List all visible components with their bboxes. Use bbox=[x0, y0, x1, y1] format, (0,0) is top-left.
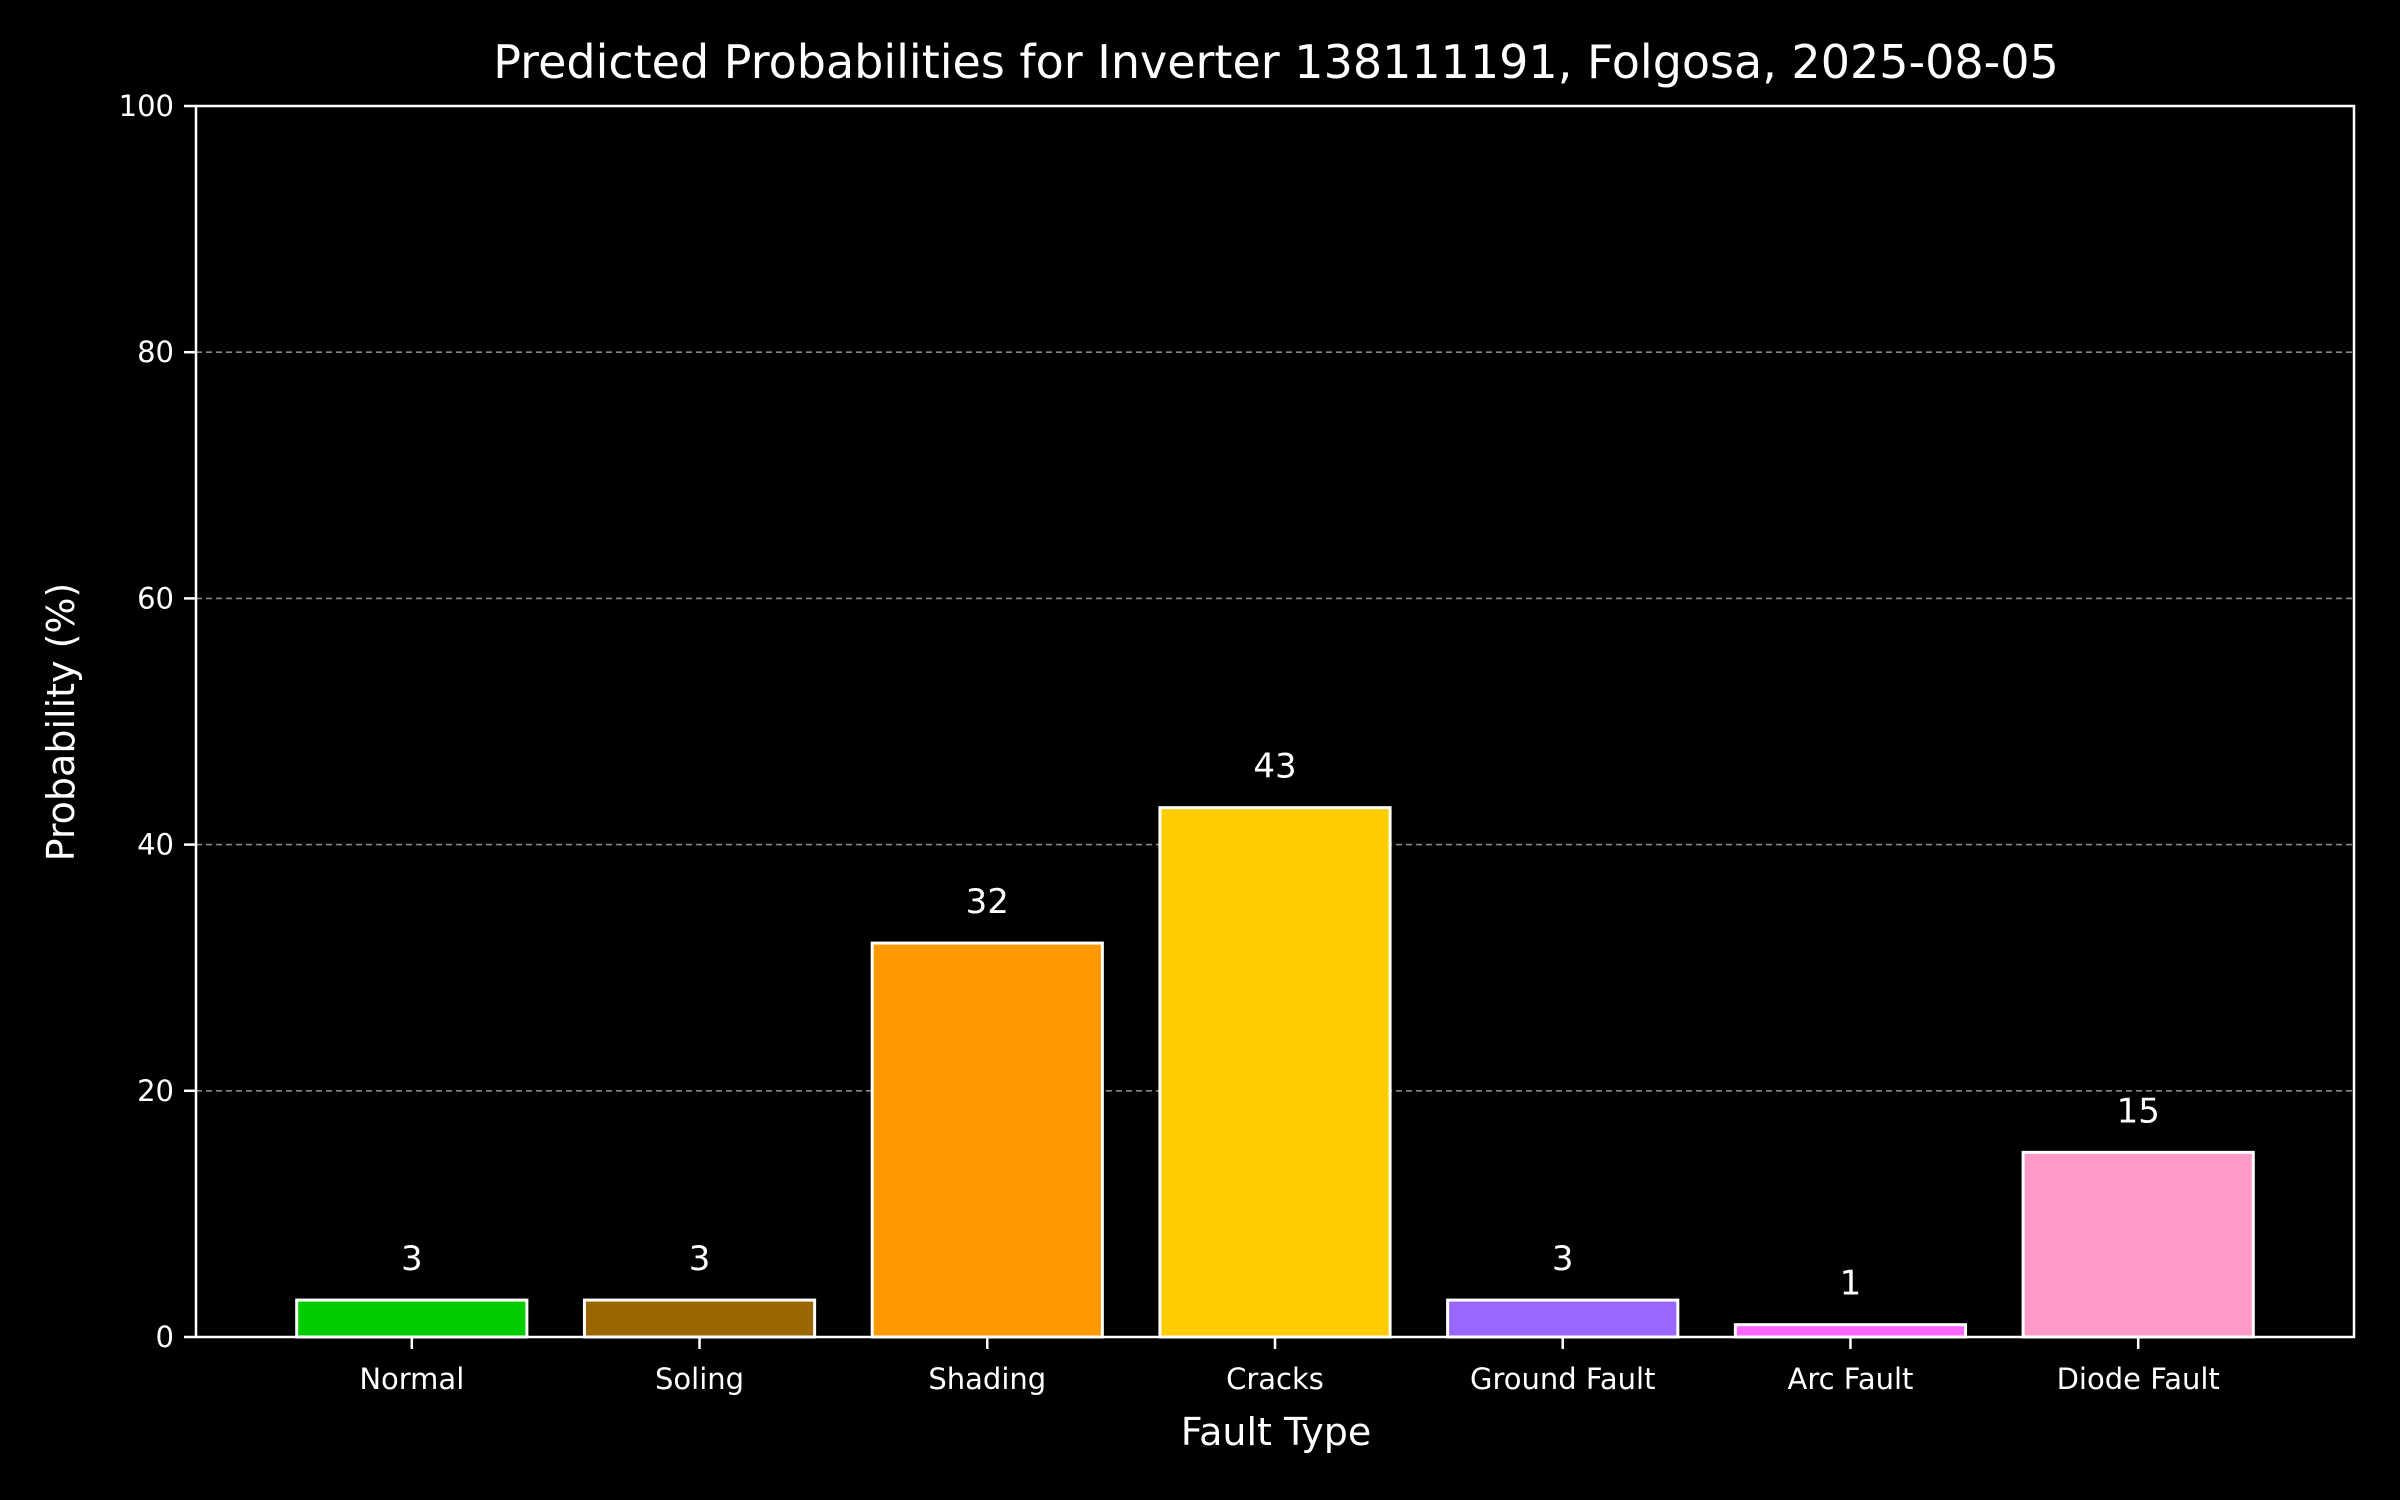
data-label-cracks: 43 bbox=[1253, 747, 1296, 787]
y-tick-label-100: 100 bbox=[119, 89, 174, 123]
x-tick-label-shading: Shading bbox=[928, 1362, 1046, 1396]
x-tick-label-normal: Normal bbox=[359, 1362, 464, 1396]
x-axis-title: Fault Type bbox=[1181, 1410, 1372, 1454]
x-axis-ticks: Normal Soling Shading Cracks Ground Fault Arc… bbox=[359, 1337, 2220, 1396]
y-tick-label-40: 40 bbox=[137, 828, 174, 862]
bar-diode-fault bbox=[2021, 1150, 2255, 1339]
y-tick-label-20: 20 bbox=[137, 1074, 174, 1108]
chart-title: Predicted Probabilities for Inverter 138… bbox=[493, 35, 2059, 89]
data-label-normal: 3 bbox=[401, 1239, 423, 1279]
bar-normal bbox=[295, 1298, 529, 1339]
bars bbox=[295, 806, 2255, 1339]
data-label-diode-fault: 15 bbox=[2117, 1091, 2160, 1131]
bar-arc-fault bbox=[1733, 1323, 1968, 1339]
y-tick-label-60: 60 bbox=[137, 581, 174, 615]
x-tick-label-diode-fault: Diode Fault bbox=[2057, 1362, 2220, 1396]
bar-ground-fault bbox=[1446, 1298, 1680, 1339]
data-labels: 3 3 32 43 3 1 15 bbox=[401, 747, 2160, 1304]
data-label-shading: 32 bbox=[966, 882, 1009, 922]
x-tick-label-cracks: Cracks bbox=[1226, 1362, 1324, 1396]
x-tick-label-ground-fault: Ground Fault bbox=[1470, 1362, 1655, 1396]
y-axis-title: Probability (%) bbox=[39, 583, 83, 862]
x-tick-label-soling: Soling bbox=[655, 1362, 744, 1396]
bar-shading bbox=[870, 941, 1104, 1339]
y-axis-ticks: 0 20 40 60 80 100 bbox=[119, 89, 196, 1354]
bar-soling bbox=[582, 1298, 817, 1339]
y-tick-label-80: 80 bbox=[137, 335, 174, 369]
data-label-ground-fault: 3 bbox=[1552, 1239, 1574, 1279]
x-tick-label-arc-fault: Arc Fault bbox=[1788, 1362, 1914, 1396]
bar-cracks bbox=[1158, 806, 1392, 1339]
y-tick-label-0: 0 bbox=[156, 1320, 174, 1354]
data-label-soling: 3 bbox=[689, 1239, 711, 1279]
data-label-arc-fault: 1 bbox=[1840, 1264, 1862, 1304]
